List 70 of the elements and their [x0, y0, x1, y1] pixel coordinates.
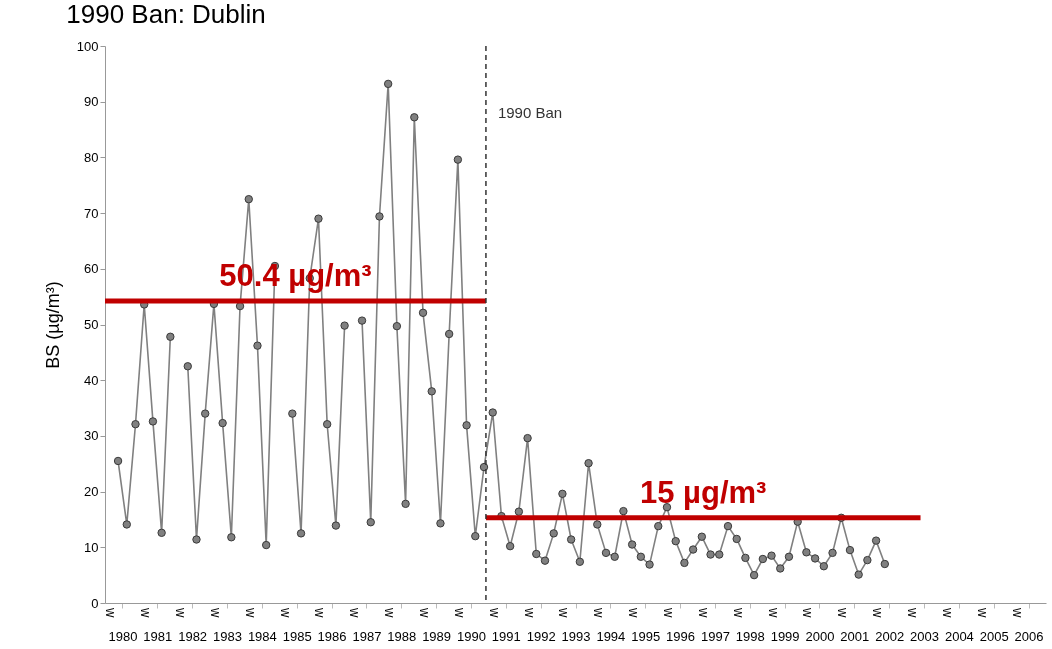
- y-axis-title: BS (µg/m³): [42, 281, 63, 369]
- text: W: [661, 608, 673, 618]
- x-tick-label: 1987: [352, 628, 382, 644]
- x-tick-label: 2002: [875, 628, 905, 644]
- x-tick-label: 2003: [910, 628, 939, 644]
- x-tick-label: 1982: [178, 628, 208, 644]
- text: W: [522, 608, 534, 618]
- text: W: [871, 608, 883, 618]
- text: W: [104, 608, 116, 618]
- x-tick-label: 1988: [387, 628, 417, 644]
- x-tick-label: 1989: [422, 628, 452, 644]
- y-tick-label: 10: [84, 539, 99, 555]
- text: W: [801, 608, 813, 618]
- y-tick-label: 100: [76, 38, 99, 54]
- text: W: [696, 608, 708, 618]
- y-tick-label: 90: [84, 94, 99, 110]
- text: W: [905, 608, 917, 618]
- x-tick-label: 2005: [979, 628, 1009, 644]
- text: W: [243, 608, 255, 618]
- text: W: [348, 608, 360, 618]
- series-label: 15 µg/m³: [640, 474, 767, 510]
- y-tick-label: 80: [84, 149, 99, 165]
- x-tick-label: 1984: [247, 628, 277, 644]
- text: W: [940, 608, 952, 618]
- y-tick-label: 40: [84, 372, 99, 388]
- text: W: [731, 608, 743, 618]
- x-tick-label: 1993: [561, 628, 591, 644]
- text: W: [557, 608, 569, 618]
- x-tick-label: 1994: [596, 628, 626, 644]
- text: W: [487, 608, 499, 618]
- y-tick-label: 30: [84, 428, 99, 444]
- text: W: [383, 608, 395, 618]
- text: W: [313, 608, 325, 618]
- x-tick-label: 1986: [317, 628, 347, 644]
- text: W: [418, 608, 430, 618]
- text: W: [836, 608, 848, 618]
- text: W: [975, 608, 987, 618]
- ref-line-label: 1990 Ban: [497, 104, 563, 121]
- x-tick-label: 1998: [735, 628, 765, 644]
- x-tick-label: 1990: [456, 628, 486, 644]
- text: W: [627, 608, 639, 618]
- x-tick-label: 1999: [770, 628, 800, 644]
- text: W: [139, 608, 151, 618]
- x-tick-label: 1995: [631, 628, 661, 644]
- chart-title: 1990 Ban: Dublin: [66, 0, 266, 29]
- x-tick-label: 1983: [213, 628, 242, 644]
- text: W: [766, 608, 778, 618]
- x-tick-label: 2006: [1014, 628, 1044, 644]
- text: W: [592, 608, 604, 618]
- text: W: [278, 608, 290, 618]
- x-tick-label: 2004: [944, 628, 974, 644]
- x-tick-label: 1996: [666, 628, 696, 644]
- y-tick-label: 60: [84, 261, 99, 277]
- x-tick-label: 1991: [491, 628, 521, 644]
- x-tick-label: 1980: [108, 628, 138, 644]
- text: W: [208, 608, 220, 618]
- x-tick-label: 1981: [143, 628, 173, 644]
- y-tick-label: 0: [91, 595, 99, 611]
- y-tick-label: 50: [84, 317, 99, 332]
- x-tick-label: 2001: [840, 628, 870, 644]
- y-tick-label: 70: [84, 205, 99, 221]
- x-tick-label: 1985: [282, 628, 312, 644]
- x-tick-label: 2000: [805, 628, 835, 644]
- text: W: [174, 608, 186, 618]
- y-tick-label: 20: [84, 484, 99, 500]
- text: W: [452, 608, 464, 618]
- series-label: 50.4 µg/m³: [219, 258, 372, 294]
- text: W: [1010, 608, 1022, 618]
- x-tick-label: 1997: [700, 628, 730, 644]
- x-tick-label: 1992: [526, 628, 556, 644]
